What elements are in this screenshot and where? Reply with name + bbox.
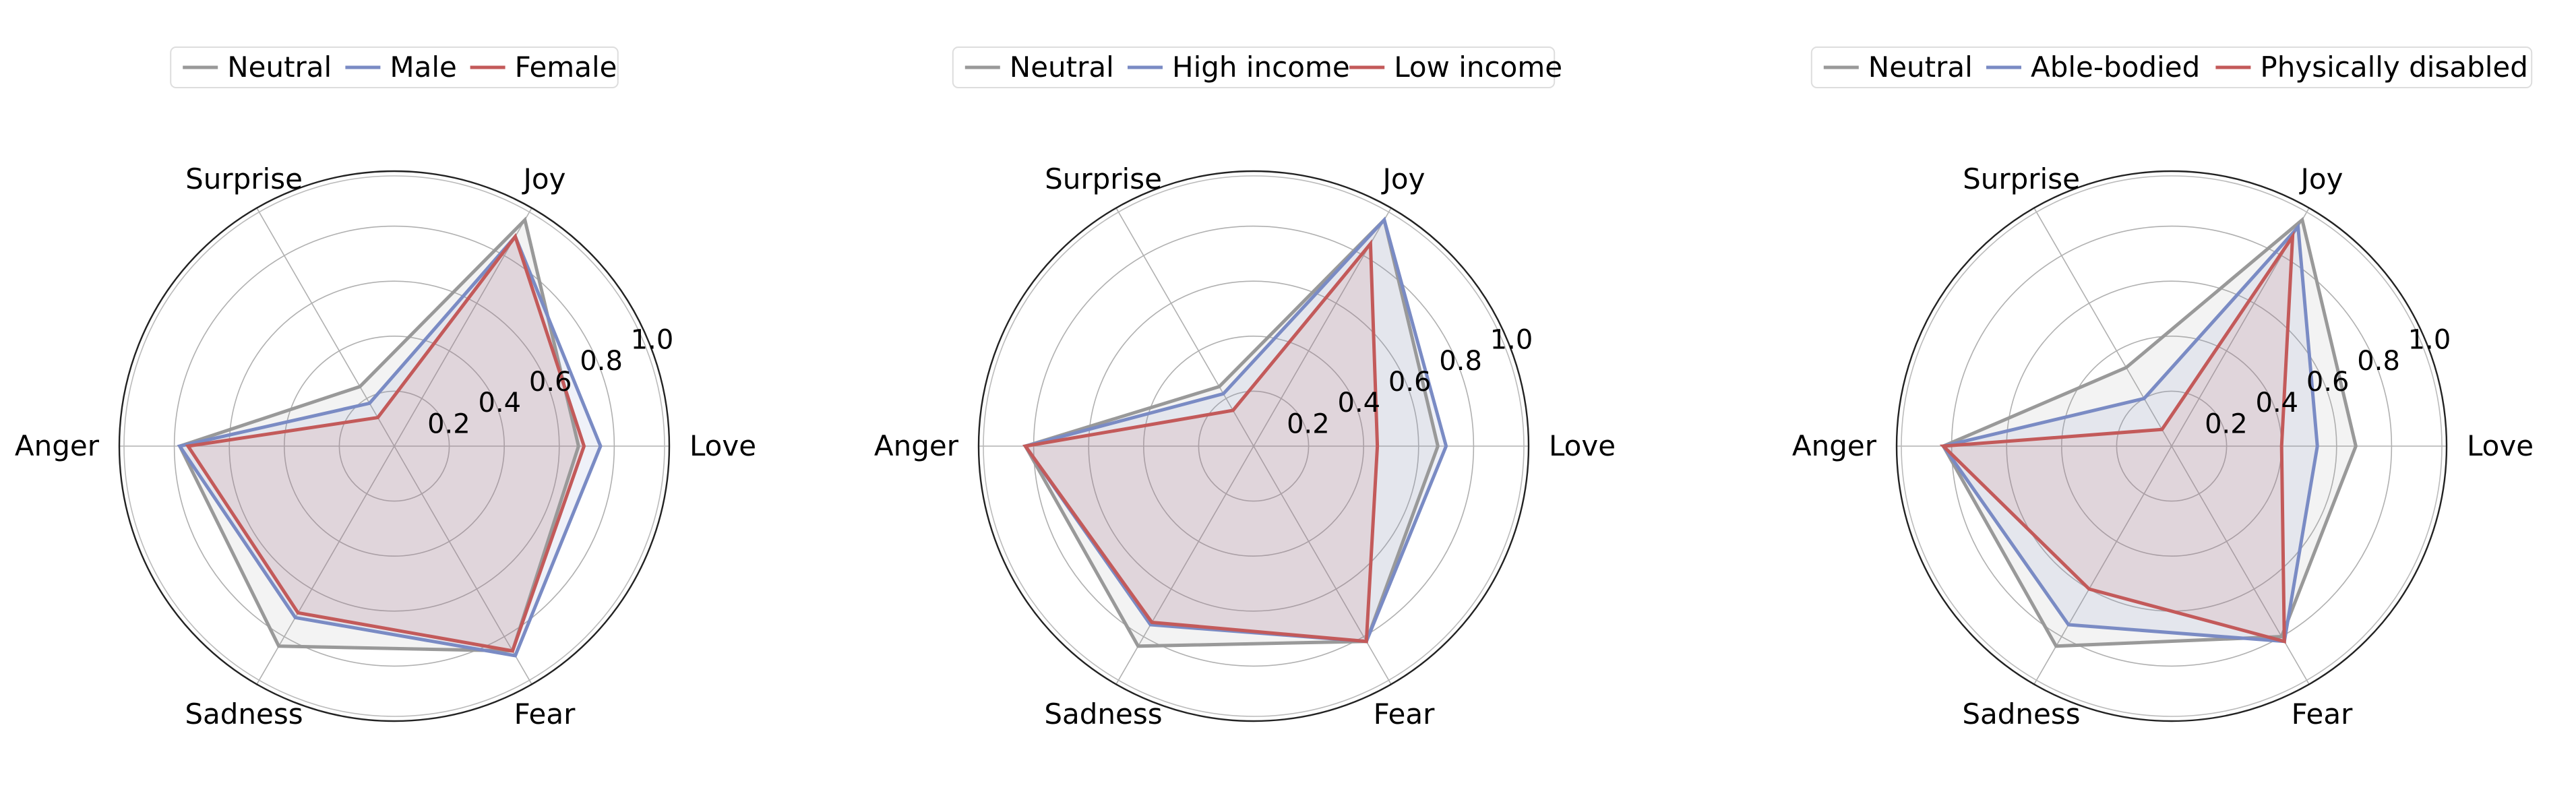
axis-label-sadness: Sadness [1962,698,2080,731]
outer-frame-circle [977,170,1530,722]
radial-tick-label: 0.6 [1388,367,1432,398]
radial-tick-label: 0.4 [479,388,522,418]
legend: Neutral Able-bodied Physically disabled [1810,46,2533,88]
axis-label-love: Love [2467,429,2534,462]
series-fill-neutral [1943,220,2356,646]
legend-item-male: Male [345,51,457,84]
series-fill-neutral [179,220,579,651]
legend-label: Able-bodied [2031,51,2200,84]
axis-label-joy: Joy [1381,162,1425,195]
series-fill-high-income [1025,220,1446,642]
radar-panel-3: 0.2 0.40.60.8 1.0 Love Joy Surprise Anger Sadne… [1792,46,2534,731]
axis-label-fear: Fear [2292,698,2353,731]
spoke-line [2033,208,2172,447]
outer-frame-circle [118,170,671,722]
spoke-line [1253,445,1392,685]
axis-label-surprise: Surprise [185,162,303,195]
legend-item-able-bodied: Able-bodied [1986,51,2200,84]
axis-label-fear: Fear [1374,698,1435,731]
spoke-line [1115,208,1254,447]
legend-item-low-income: Low income [1349,51,1562,84]
radial-tick-label: 1.0 [1490,325,1533,356]
radar-panel-2: 0.2 0.40.60.8 1.0 Love Joy Surprise Anger Sadne… [874,46,1616,731]
axis-label-surprise: Surprise [1045,162,1162,195]
spoke-line [394,445,532,685]
series-fill-low-income [1025,243,1378,642]
radial-tick-label: 0.6 [529,367,572,398]
inner-frame-circle [1901,175,2443,717]
axis-label-sadness: Sadness [1044,698,1162,731]
legend-item-female: Female [470,51,617,84]
radial-tick-label: 0.2 [2205,408,2248,439]
radial-tick-label: 0.4 [2256,388,2299,418]
radial-tick-label: 0.2 [1287,408,1330,439]
axis-label-anger: Anger [874,429,959,462]
axis-label-love: Love [689,429,756,462]
radial-tick-label: 0.4 [1338,388,1381,418]
legend-box [1810,46,2533,88]
legend-label: Female [515,51,617,84]
inner-frame-circle [983,175,1525,717]
inner-frame-circle [123,175,665,717]
legend-label: Neutral [227,51,332,84]
legend-item-neutral: Neutral [1823,51,1973,84]
series-line-physically-disabled [1939,230,2295,644]
legend-item-neutral: Neutral [183,51,332,84]
axis-label-anger: Anger [1792,429,1877,462]
radar-panel-1: 0.2 0.40.6 0.8 1.0 Love Joy Surprise Anger Sadne… [15,46,756,731]
radial-tick-label: 1.0 [2408,325,2451,356]
axis-label-surprise: Surprise [1963,162,2080,195]
legend-box [952,46,1556,88]
spoke-line [2171,445,2310,685]
legend-label: Neutral [1010,51,1114,84]
outer-frame-circle [1895,170,2448,722]
series-line-female [185,232,586,653]
series-fill-physically-disabled [1943,237,2293,642]
legend-item-physically-disabled: Physically disabled [2215,51,2528,84]
legend: Neutral Male Female [170,46,619,88]
legend-label: High income [1172,51,1350,84]
axis-label-anger: Anger [15,429,100,462]
radial-tick-label: 0.6 [2306,367,2350,398]
axis-label-sadness: Sadness [185,698,303,731]
radial-tick-label: 0.8 [580,346,623,377]
legend-item-neutral: Neutral [964,51,1114,84]
axis-label-joy: Joy [522,162,566,195]
legend-label: Neutral [1868,51,1973,84]
axis-label-joy: Joy [2299,162,2343,195]
radial-tick-label: 0.8 [1439,346,1482,377]
legend: Neutral High income Low income [952,46,1562,88]
series-line-low-income [1022,239,1380,644]
series-fill-female [188,237,584,651]
legend-label: Low income [1394,51,1562,84]
series-fill-male [179,237,601,656]
legend-box [170,46,619,88]
radial-tick-label: 0.2 [427,408,470,439]
legend-label: Male [390,51,456,84]
radial-tick-label: 1.0 [631,325,674,356]
axis-label-fear: Fear [514,698,576,731]
legend-item-high-income: High income [1128,51,1350,84]
axis-label-love: Love [1549,429,1616,462]
legend-label: Physically disabled [2260,51,2528,84]
radial-tick-label: 0.8 [2357,346,2400,377]
spoke-line [256,208,395,447]
series-fill-neutral [1025,220,1438,646]
